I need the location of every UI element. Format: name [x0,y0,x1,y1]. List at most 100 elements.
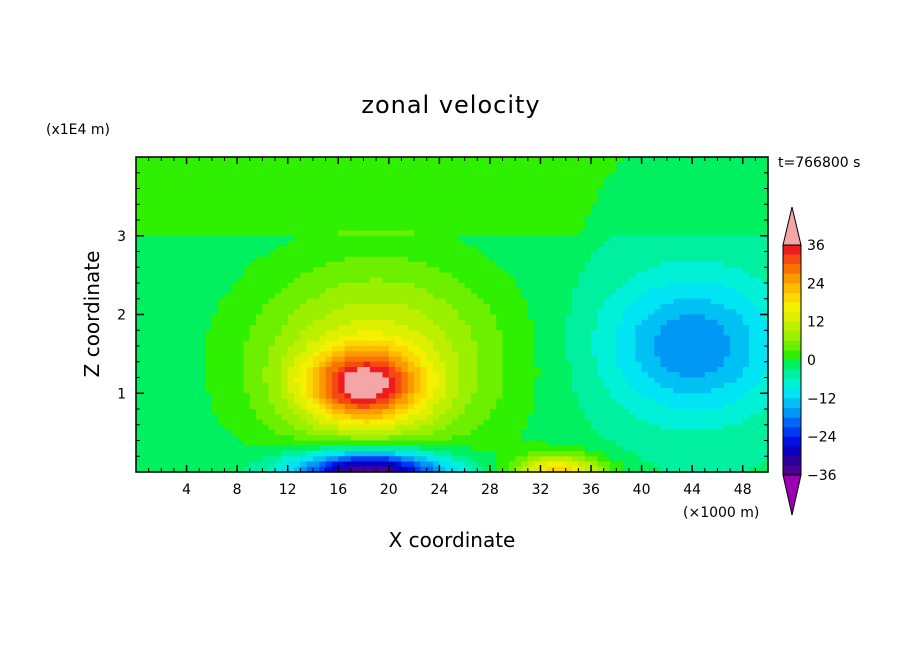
field-cell [325,288,333,295]
field-cell [420,204,428,211]
field-cell [306,277,314,284]
field-cell [306,283,314,289]
field-cell [692,351,700,358]
field-cell [433,183,440,190]
field-cell [369,235,377,242]
field-cell [414,283,421,289]
field-cell [508,162,516,169]
field-cell [452,283,459,289]
field-cell [502,188,510,195]
field-cell [439,283,447,289]
field-cell [647,209,655,216]
field-cell [736,172,744,179]
field-cell [243,220,251,226]
field-cell [711,346,719,352]
field-cell [407,162,415,169]
field-cell [268,403,276,410]
field-cell [464,409,472,415]
field-cell [489,225,497,232]
field-cell [237,272,245,279]
field-cell [420,372,428,379]
field-cell [319,414,327,421]
field-cell [559,225,567,232]
field-cell [173,377,181,384]
field-cell [464,251,472,258]
field-cell [420,304,428,310]
field-cell [559,209,567,216]
field-cell [572,230,579,237]
field-cell [616,214,624,221]
field-cell [325,356,333,363]
field-cell [553,335,561,342]
field-cell [180,298,188,305]
field-cell [521,204,529,211]
field-cell [350,356,358,363]
field-cell [647,409,655,415]
field-cell [584,382,592,389]
field-cell [717,251,725,258]
field-cell [641,340,649,347]
field-cell [401,388,409,394]
field-cell [591,251,598,258]
field-cell [628,188,636,195]
field-cell [452,377,459,384]
field-cell [641,414,649,421]
field-cell [192,225,200,232]
field-cell [287,256,295,263]
field-cell [622,346,630,352]
field-cell [464,225,472,232]
field-cell [275,330,282,337]
field-cell [660,356,668,363]
field-cell [483,367,491,373]
field-cell [136,372,143,379]
field-cell [287,246,295,253]
field-cell [521,167,529,174]
field-cell [654,283,662,289]
field-cell [565,288,573,295]
field-cell [237,351,245,358]
field-cell [173,157,181,163]
field-cell [717,225,725,232]
field-cell [445,330,453,337]
field-cell [199,162,207,169]
field-cell [679,325,687,331]
field-cell [249,372,257,379]
field-cell [268,325,276,331]
field-cell [597,335,605,342]
field-cell [192,283,200,289]
field-cell [673,172,681,179]
field-cell [755,314,763,321]
field-cell [616,356,624,363]
field-cell [685,414,693,421]
field-cell [382,403,390,410]
field-cell [584,214,592,221]
field-cell [230,204,238,211]
field-cell [325,277,333,284]
field-cell [426,183,434,190]
field-cell [477,225,485,232]
field-cell [186,388,194,394]
field-cell [350,162,358,169]
field-cell [433,214,440,221]
field-cell [647,298,655,305]
field-cell [186,162,194,169]
field-cell [616,340,624,347]
field-cell [357,372,365,379]
field-cell [167,319,175,326]
field-cell [641,388,649,394]
field-cell [679,330,687,337]
field-cell [742,330,750,337]
field-cell [154,346,162,352]
field-cell [553,361,561,368]
field-cell [211,325,219,331]
field-cell [521,283,529,289]
field-cell [243,178,251,184]
field-cell [211,209,219,216]
field-cell [256,188,263,195]
field-cell [369,251,377,258]
field-cell [692,409,700,415]
field-cell [628,388,636,394]
field-cell [534,293,542,300]
field-cell [173,325,181,331]
field-cell [616,272,624,279]
